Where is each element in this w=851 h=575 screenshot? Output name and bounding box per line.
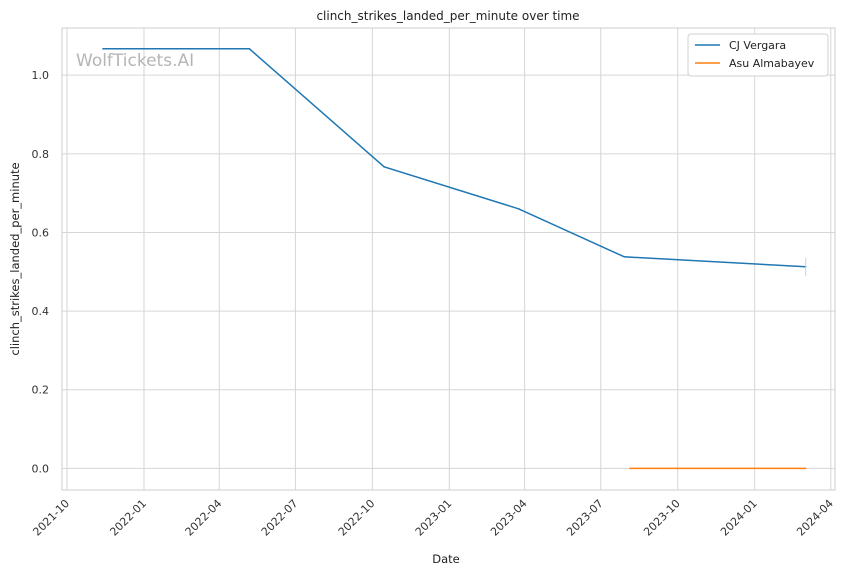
series-line-cj-vergara <box>103 48 806 268</box>
data-point <box>248 48 251 50</box>
x-tick-label: 2024-04 <box>794 497 836 539</box>
grid-layer <box>62 28 835 490</box>
data-point <box>383 165 385 168</box>
y-tick-label: 0.0 <box>32 462 50 475</box>
y-tick-label: 0.4 <box>32 305 50 318</box>
x-tick-label: 2022-07 <box>259 497 301 539</box>
series-layer <box>102 48 807 470</box>
x-tick-label: 2023-01 <box>413 497 455 539</box>
data-point <box>629 467 631 470</box>
chart-title: clinch_strikes_landed_per_minute over ti… <box>316 9 579 23</box>
data-point <box>804 467 807 470</box>
watermark-text: WolfTickets.AI <box>76 51 194 71</box>
y-tick-label: 0.8 <box>32 148 50 161</box>
x-tick-label: 2022-01 <box>107 497 149 539</box>
x-tick-label: 2024-01 <box>718 497 760 539</box>
data-point <box>517 208 520 210</box>
data-point <box>102 48 104 50</box>
plot-frame <box>61 27 836 491</box>
plot-background <box>62 28 835 490</box>
data-point <box>623 256 625 258</box>
x-tick-label: 2022-10 <box>336 497 378 539</box>
legend-label-asu-almabayev: Asu Almabayev <box>729 57 815 70</box>
y-tick-label: 0.6 <box>32 226 50 239</box>
x-tick-label: 2023-04 <box>488 497 530 539</box>
legend-label-cj-vergara: CJ Vergara <box>729 39 786 52</box>
y-tick-label: 1.0 <box>32 69 50 82</box>
x-tick-label: 2023-10 <box>641 497 683 539</box>
x-tick-label: 2022-04 <box>183 497 225 539</box>
x-tick-label: 2021-10 <box>30 497 72 539</box>
legend: CJ Vergara Asu Almabayev <box>687 33 829 77</box>
legend-box <box>687 33 829 77</box>
x-tick-label: 2023-07 <box>564 497 606 539</box>
y-tick-label: 0.2 <box>32 384 50 397</box>
x-axis-title: Date <box>432 552 460 566</box>
y-axis-title: clinch_strikes_landed_per_minute <box>8 162 22 355</box>
